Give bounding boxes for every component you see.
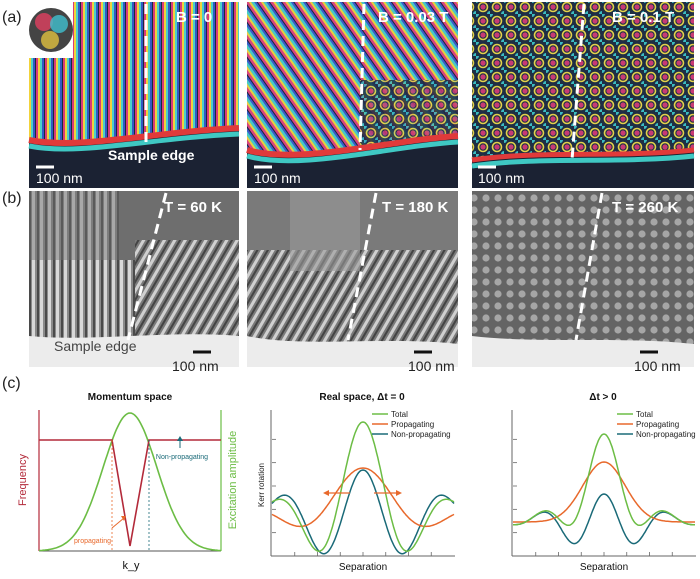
- field-label-a3: B = 0.1 T: [612, 9, 674, 26]
- chart1-title: Momentum space: [88, 392, 173, 403]
- chart2-arrowhead-right: [396, 490, 402, 496]
- temp-label-b3: T = 260 K: [612, 199, 678, 216]
- image-a1: [28, 2, 240, 188]
- chart3-xlabel: Separation: [580, 562, 628, 573]
- chart2-xlabel: Separation: [339, 562, 387, 573]
- chart1-annot-nonprop: Non-propagating: [156, 454, 208, 461]
- scale-label-b2: 100 nm: [408, 358, 455, 374]
- chart3-legend-total: Total: [636, 410, 653, 419]
- chart1-frequency-curve: [39, 439, 221, 547]
- image-b2: [247, 191, 458, 367]
- chart1-arrowhead-up: [177, 436, 183, 441]
- chart1-arrow-prop: [111, 517, 125, 529]
- chart2-ticks: [272, 438, 432, 556]
- chart3-title: Δt > 0: [589, 392, 617, 403]
- chart3-legend-non: Non-propagating: [636, 430, 696, 439]
- chart1-annot-prop: propagating: [74, 538, 111, 545]
- chart2-ylabel: Kerr rotation: [257, 463, 266, 507]
- chart3-prop-curve: [513, 461, 695, 523]
- chart2-prop-curve: [271, 467, 455, 528]
- field-label-a2: B = 0.03 T: [378, 9, 448, 26]
- chart-realspace-dt: Δt > 0 Total Propagating Non-propagating…: [511, 392, 696, 573]
- chart1-amplitude-curve: [38, 412, 222, 552]
- scale-label-b3: 100 nm: [634, 358, 681, 374]
- chart1-arrowhead-prop: [121, 516, 126, 521]
- chart-realspace-0: Real space, Δt = 0 Total Propagating Non…: [257, 392, 455, 573]
- panel-label-b: (b): [2, 190, 22, 207]
- chart2-legend-total: Total: [391, 410, 408, 419]
- scale-label-a3: 100 nm: [478, 170, 525, 186]
- panel-label-a: (a): [2, 9, 22, 26]
- chart2-legend-non: Non-propagating: [391, 430, 451, 439]
- chart1-ylabel-left: Frequency: [17, 454, 29, 506]
- chart3-total-curve: [513, 433, 695, 527]
- image-a3: [471, 2, 695, 188]
- chart-momentum: Momentum space Non-propagating propagati…: [17, 392, 239, 572]
- image-b1: [29, 191, 239, 367]
- image-b3: [472, 191, 694, 367]
- chart2-title: Real space, Δt = 0: [319, 392, 405, 403]
- chart3-legend-prop: Propagating: [636, 420, 679, 429]
- temp-label-b2: T = 180 K: [382, 199, 448, 216]
- sample-edge-label-a: Sample edge: [108, 147, 195, 163]
- image-a2: [246, 2, 459, 188]
- chart3-ticks: [513, 438, 673, 556]
- scale-label-a1: 100 nm: [36, 170, 83, 186]
- panel-label-c: (c): [2, 375, 21, 392]
- chart1-ylabel-right: Excitation amplitude: [227, 431, 239, 529]
- scale-label-b1: 100 nm: [172, 358, 219, 374]
- field-label-a1: B = 0: [176, 9, 212, 26]
- chart3-nonprop-curve: [513, 493, 695, 545]
- chart3-legend: Total Propagating Non-propagating: [617, 410, 696, 439]
- scale-label-a2: 100 nm: [254, 170, 301, 186]
- chart2-total-curve: [271, 421, 455, 552]
- chart2-nonprop-curve: [271, 469, 455, 555]
- chart2-legend-prop: Propagating: [391, 420, 434, 429]
- chart2-legend: Total Propagating Non-propagating: [372, 410, 451, 439]
- sample-edge-label-b: Sample edge: [54, 338, 137, 354]
- chart1-xlabel: k_y: [122, 560, 140, 572]
- temp-label-b1: T = 60 K: [164, 199, 222, 216]
- chart2-arrowhead-left: [323, 490, 329, 496]
